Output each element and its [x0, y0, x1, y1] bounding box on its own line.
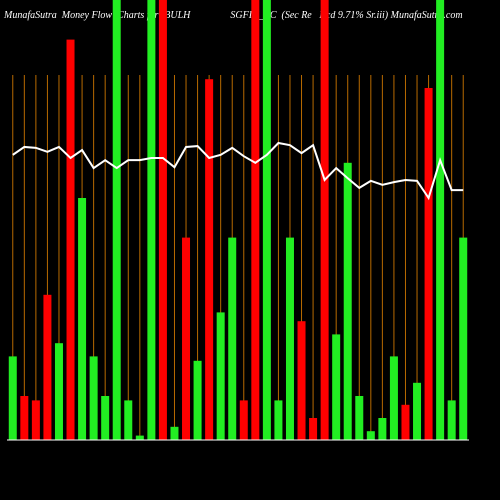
bar — [31, 400, 40, 440]
bar — [43, 294, 52, 440]
bar — [228, 237, 237, 440]
bar — [413, 382, 422, 440]
bar — [101, 396, 110, 440]
bar — [424, 88, 433, 440]
bar — [459, 237, 468, 440]
bar — [20, 396, 29, 440]
money-flow-line — [12, 141, 464, 201]
bar — [309, 418, 318, 440]
bar — [216, 312, 225, 440]
bar — [135, 435, 144, 440]
bar — [274, 400, 283, 440]
bar — [251, 0, 260, 440]
bar — [170, 426, 179, 440]
bar — [78, 198, 87, 440]
bar — [355, 396, 364, 440]
bar — [239, 400, 248, 440]
bar — [193, 360, 202, 440]
bar — [436, 0, 445, 440]
bar — [320, 0, 329, 440]
bar — [112, 0, 121, 440]
bar — [54, 343, 63, 440]
bar — [147, 0, 156, 440]
bar — [401, 404, 410, 440]
bar — [447, 400, 456, 440]
bar — [332, 334, 341, 440]
bar — [378, 418, 387, 440]
bar — [366, 431, 375, 440]
bar — [389, 356, 398, 440]
bar — [343, 162, 352, 441]
bar — [297, 321, 306, 440]
bar — [124, 400, 133, 440]
bar — [285, 237, 294, 440]
bar — [262, 0, 271, 440]
bar — [89, 356, 98, 440]
bar — [158, 0, 167, 440]
bar — [8, 356, 17, 440]
bar — [205, 79, 214, 440]
bar — [66, 39, 75, 440]
bar — [182, 237, 191, 440]
chart-title: MunafaSutra Money Flow Charts for IBULH … — [3, 10, 463, 21]
